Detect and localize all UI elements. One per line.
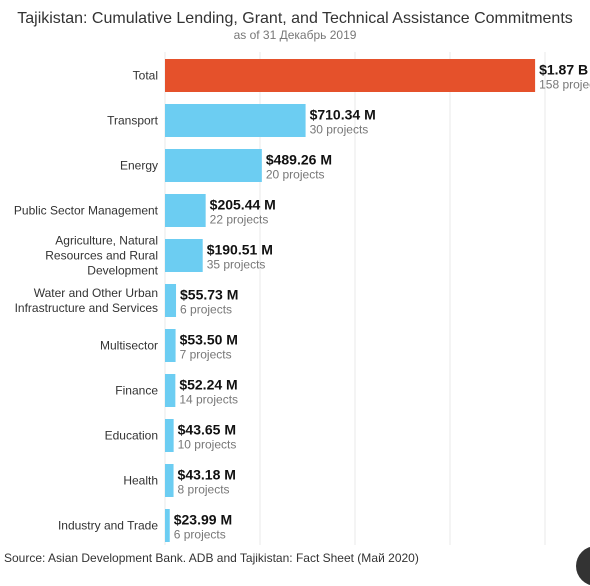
sector-bar: [165, 104, 306, 137]
sector-bar: [165, 419, 174, 452]
value-label: $43.65 M: [178, 422, 236, 438]
projects-label: 6 projects: [174, 528, 226, 542]
value-label: $190.51 M: [207, 242, 273, 258]
category-label: Agriculture, Natural Resources and Rural D…: [45, 234, 158, 278]
sector-bar: [165, 194, 206, 227]
value-label: $55.73 M: [180, 287, 238, 303]
value-label: $53.50 M: [180, 332, 238, 348]
category-label: Industry and Trade: [58, 519, 158, 533]
value-label: $710.34 M: [310, 107, 376, 123]
category-label: Transport: [107, 114, 159, 128]
category-label: Water and Other Urban Infrastructure and …: [15, 286, 158, 315]
category-label: Education: [105, 429, 158, 443]
projects-label: 35 projects: [207, 258, 266, 272]
projects-label: 8 projects: [178, 483, 230, 497]
projects-label: 10 projects: [178, 438, 237, 452]
value-label: $1.87 B: [539, 62, 588, 78]
projects-label: 30 projects: [310, 123, 369, 137]
category-label: Public Sector Management: [14, 204, 159, 218]
projects-label: 158 projects: [539, 78, 590, 92]
total-bar: [165, 59, 536, 92]
sector-bar: [165, 374, 176, 407]
category-label: Energy: [120, 159, 158, 173]
sector-bar: [165, 149, 262, 182]
chart-title: Tajikistan: Cumulative Lending, Grant, a…: [17, 10, 573, 27]
projects-label: 7 projects: [180, 348, 232, 362]
projects-label: 6 projects: [180, 303, 232, 317]
sector-bar: [165, 509, 170, 542]
source-note: Source: Asian Development Bank. ADB and …: [4, 551, 419, 565]
value-label: $205.44 M: [210, 197, 276, 213]
category-label: Multisector: [100, 339, 158, 353]
value-label: $52.24 M: [179, 377, 237, 393]
projects-label: 14 projects: [179, 393, 238, 407]
category-label: Finance: [115, 384, 158, 398]
value-label: $43.18 M: [178, 467, 236, 483]
corner-badge: [576, 546, 590, 586]
category-label: Health: [123, 474, 158, 488]
projects-label: 20 projects: [266, 168, 325, 182]
sector-bar: [165, 284, 177, 317]
value-label: $23.99 M: [174, 512, 232, 528]
sector-bar: [165, 464, 174, 497]
projects-label: 22 projects: [210, 213, 269, 227]
sector-bar: [165, 239, 203, 272]
category-label: Total: [133, 69, 158, 83]
value-label: $489.26 M: [266, 152, 332, 168]
sector-bar: [165, 329, 176, 362]
chart-subtitle: as of 31 Декабрь 2019: [233, 28, 357, 42]
